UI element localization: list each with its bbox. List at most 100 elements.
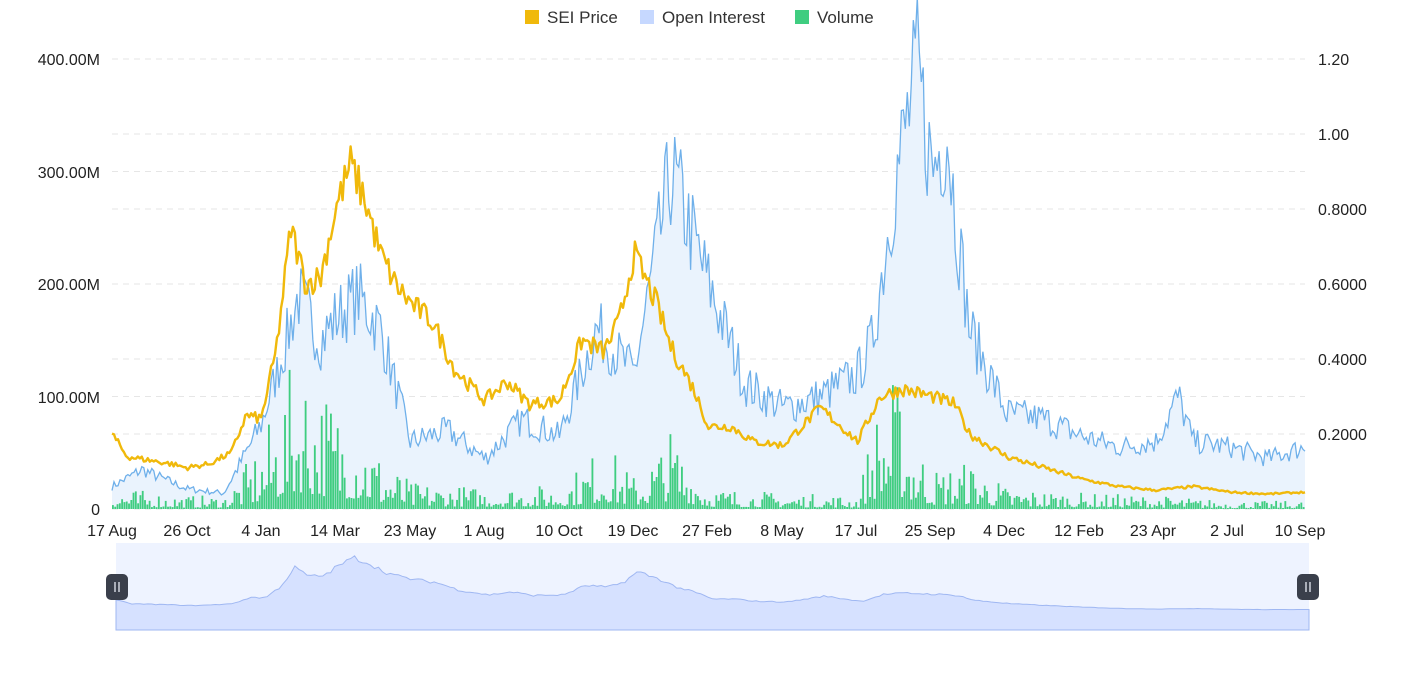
volume-bar xyxy=(1194,501,1197,509)
volume-bar xyxy=(731,504,734,509)
x-tick-label: 17 Aug xyxy=(87,523,137,540)
volume-bar xyxy=(380,501,383,509)
volume-bar xyxy=(887,466,890,509)
y-right-tick-label: 0.4000 xyxy=(1318,352,1367,369)
volume-bar xyxy=(543,499,546,509)
volume-bar xyxy=(128,503,130,509)
volume-bar xyxy=(722,493,725,509)
legend-item-volume[interactable]: Volume xyxy=(795,8,874,27)
volume-bar xyxy=(414,483,417,509)
volume-bar xyxy=(206,506,208,509)
volume-bar xyxy=(316,472,319,509)
volume-bar xyxy=(359,495,362,509)
volume-bar xyxy=(1272,506,1275,509)
volume-bar xyxy=(1015,496,1018,509)
legend-item-open-interest[interactable]: Open Interest xyxy=(640,8,765,27)
volume-bar xyxy=(378,463,380,509)
x-tick-label: 17 Jul xyxy=(835,523,878,540)
volume-bar xyxy=(586,482,589,509)
volume-bar xyxy=(988,503,991,509)
volume-bar xyxy=(678,491,681,509)
volume-bar xyxy=(662,483,665,509)
volume-bar xyxy=(364,467,367,509)
volume-bar xyxy=(1293,507,1296,509)
volume-bar xyxy=(832,498,835,509)
volume-bar xyxy=(520,498,523,509)
volume-bar xyxy=(949,473,952,509)
volume-bar xyxy=(352,498,355,509)
volume-bar xyxy=(681,466,683,509)
volume-bar xyxy=(511,492,514,509)
volume-bar xyxy=(703,499,706,509)
volume-bar xyxy=(859,498,862,509)
volume-bar xyxy=(1291,508,1294,509)
volume-bar xyxy=(123,502,126,509)
x-tick-label: 23 May xyxy=(384,523,436,540)
volume-bar xyxy=(983,485,986,509)
volume-bar xyxy=(784,504,787,509)
volume-bar xyxy=(157,496,160,509)
volume-bar xyxy=(1153,504,1156,509)
volume-bar xyxy=(169,506,172,509)
volume-bar xyxy=(222,502,224,509)
volume-bar xyxy=(1032,492,1034,509)
range-navigator[interactable] xyxy=(106,543,1319,631)
volume-bar xyxy=(355,475,358,509)
x-tick-label: 10 Sep xyxy=(1275,523,1326,540)
volume-bar xyxy=(196,507,199,509)
volume-bar xyxy=(497,504,500,509)
volume-bar xyxy=(676,455,679,509)
volume-bar xyxy=(850,507,853,509)
volume-bar xyxy=(568,493,571,509)
volume-bar xyxy=(584,483,587,509)
volume-bar xyxy=(201,495,204,509)
volume-bar xyxy=(658,463,660,509)
volume-bar xyxy=(924,497,927,509)
volume-bar xyxy=(1263,501,1266,509)
volume-bar xyxy=(408,491,410,509)
volume-bar xyxy=(1213,503,1216,509)
volume-bar xyxy=(1066,498,1069,509)
volume-bar xyxy=(1142,497,1144,509)
volume-bar xyxy=(614,455,617,509)
volume-bar xyxy=(570,491,573,509)
volume-bar xyxy=(577,504,580,509)
volume-bar xyxy=(942,477,945,509)
volume-bar xyxy=(1073,507,1076,509)
volume-bar xyxy=(818,506,821,509)
volume-bar xyxy=(277,496,280,509)
volume-bar xyxy=(976,504,979,509)
volume-bar xyxy=(793,501,796,509)
y-right-tick-label: 0.6000 xyxy=(1318,277,1367,294)
navigator-handle-left[interactable] xyxy=(106,574,128,600)
volume-bar xyxy=(141,490,144,509)
volume-bar xyxy=(155,507,158,509)
volume-bar xyxy=(575,472,578,509)
volume-bar xyxy=(674,463,676,509)
volume-bar xyxy=(1183,506,1186,509)
volume-bar xyxy=(192,496,195,509)
legend-item-sei-price[interactable]: SEI Price xyxy=(525,8,618,27)
volume-bar xyxy=(185,499,188,509)
volume-bar xyxy=(235,492,238,509)
volume-bar xyxy=(504,503,507,509)
volume-bar xyxy=(1167,498,1170,509)
volume-bar xyxy=(1116,494,1119,509)
navigator-handle-right[interactable] xyxy=(1297,574,1319,600)
volume-bar xyxy=(628,488,631,509)
volume-bar xyxy=(151,507,153,509)
volume-bar xyxy=(118,503,121,509)
volume-bar xyxy=(114,506,117,509)
volume-bar xyxy=(933,504,936,509)
volume-bar xyxy=(754,506,757,509)
volume-bar xyxy=(1201,507,1204,509)
volume-bar xyxy=(1206,506,1209,509)
volume-bar xyxy=(726,496,729,509)
volume-bar xyxy=(1298,504,1300,509)
y-right-tick-label: 1.20 xyxy=(1318,52,1349,69)
volume-bar xyxy=(694,493,697,509)
volume-bar xyxy=(1132,502,1135,509)
volume-bar xyxy=(1181,500,1183,509)
volume-bar xyxy=(871,470,874,509)
volume-bar xyxy=(456,499,458,509)
